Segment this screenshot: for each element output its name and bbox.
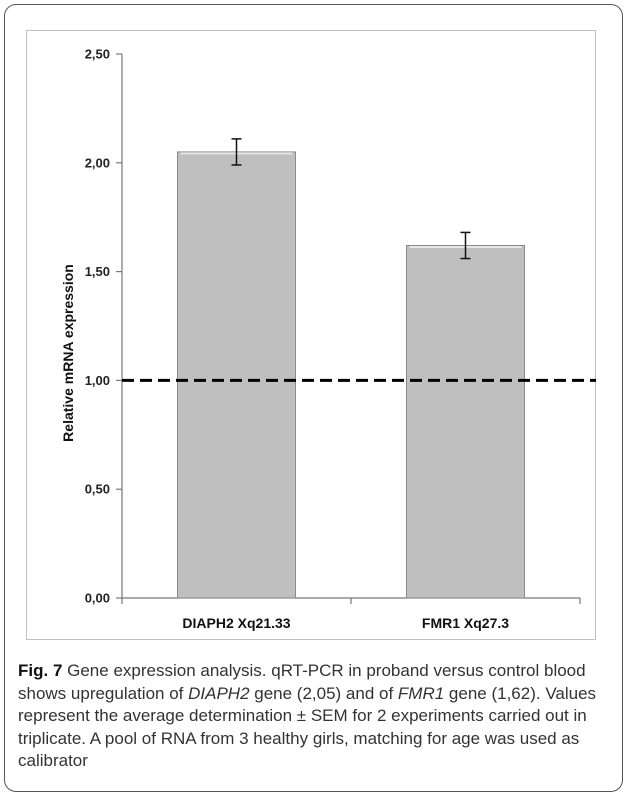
y-axis-label: Relative mRNA expression (60, 264, 76, 442)
figure-label: Fig. 7 (18, 661, 63, 680)
y-tick-label: 0,50 (85, 482, 110, 497)
category-label-1: DIAPH2 Xq21.33 (182, 615, 290, 631)
bar-chart: 0,00 0,50 1,00 1,50 2,00 2,50 DIAPH2 Xq21.33 F… (60, 47, 596, 631)
y-tick-label: 2,00 (85, 155, 110, 170)
y-ticks: 0,00 0,50 1,00 1,50 2,00 2,50 (85, 47, 122, 606)
bars (177, 138, 525, 599)
y-tick-label: 0,00 (85, 591, 110, 606)
y-tick-label: 2,50 (85, 47, 110, 62)
bar-1 (177, 151, 296, 599)
bar-2 (406, 244, 525, 599)
caption-text-3: gene (1,62). Values represent the averag… (18, 683, 597, 771)
y-tick-label: 1,00 (85, 373, 110, 388)
caption-text-1: Gene expression analysis. qRT-PCR in pro… (18, 661, 586, 703)
figure-frame (4, 4, 623, 792)
category-label-2: FMR1 Xq27.3 (422, 615, 509, 631)
y-tick-label: 1,50 (85, 264, 110, 279)
caption-text-2: gene (2,05) and of (249, 683, 398, 703)
category-labels: DIAPH2 Xq21.33 FMR1 Xq27.3 (182, 615, 509, 631)
figure-caption: Fig. 7 Gene expression analysis. qRT-PCR… (18, 660, 608, 773)
caption-gene-2: FMR1 (397, 683, 445, 703)
caption-gene-1: DIAPH2 (188, 683, 250, 703)
